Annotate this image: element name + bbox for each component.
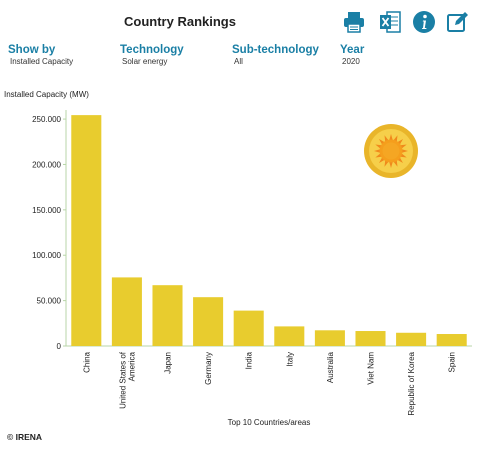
sun-icon	[364, 124, 418, 178]
bar-italy[interactable]	[274, 326, 305, 346]
x-tick-label: United States ofAmerica	[118, 351, 136, 409]
x-tick-label: Japan	[164, 352, 173, 374]
y-tick-label: 100.000	[32, 251, 61, 260]
edit-icon[interactable]	[446, 10, 470, 34]
x-tick-label: Australia	[326, 351, 335, 383]
x-tick-label: Italy	[285, 352, 294, 367]
year-value[interactable]: 2020	[342, 57, 360, 66]
y-tick-label: 150.000	[32, 206, 61, 215]
filters-bar: Show by Installed Capacity Technology So…	[0, 44, 480, 74]
bars-group	[71, 115, 467, 346]
sun-ray	[389, 134, 393, 141]
x-tick-label: Germany	[204, 352, 213, 385]
sun-ray	[374, 149, 381, 153]
sun-ray	[384, 160, 389, 167]
technology-label: Technology	[120, 44, 184, 56]
copyright-text: © IRENA	[7, 432, 43, 442]
bar-china[interactable]	[71, 115, 102, 346]
y-tick-label: 200.000	[32, 160, 61, 169]
y-tick-label: 0	[57, 342, 62, 351]
printer-icon[interactable]	[342, 10, 366, 34]
sub-technology-value[interactable]: All	[234, 57, 243, 66]
sun-ray	[400, 144, 407, 149]
sub-technology-label: Sub-technology	[232, 44, 319, 56]
page-title: Country Rankings	[124, 14, 236, 29]
x-tick-label: India	[245, 351, 254, 369]
sun-ray	[401, 149, 408, 153]
x-axis: China United States ofAmerica Japan Germany…	[82, 351, 456, 415]
year-label: Year	[340, 44, 365, 56]
x-tick-label: Spain	[448, 352, 457, 372]
x-tick-label: China	[82, 351, 91, 372]
excel-icon[interactable]	[378, 10, 402, 34]
show-by-filter[interactable]: Show by Installed Capacity	[8, 44, 73, 66]
sun-ray	[393, 135, 398, 142]
bar-chart: Installed Capacity (MW) 0 50.000 100.000 15…	[4, 90, 472, 427]
show-by-value[interactable]: Installed Capacity	[10, 57, 74, 66]
bar-japan[interactable]	[152, 285, 183, 346]
show-by-label: Show by	[8, 44, 56, 56]
bar-viet-nam[interactable]	[355, 331, 386, 346]
sun-ray	[375, 144, 382, 149]
sun-ray	[400, 153, 407, 158]
sun-ray	[389, 161, 393, 168]
bar-republic-of-korea[interactable]	[396, 332, 427, 346]
bar-spain[interactable]	[436, 334, 467, 346]
y-axis: 0 50.000 100.000 150.000 200.000 250.000	[32, 115, 66, 351]
toolbar	[340, 10, 470, 36]
x-tick-label: Republic of Korea	[407, 351, 416, 415]
technology-filter[interactable]: Technology Solar energy	[120, 44, 184, 66]
info-icon[interactable]	[412, 10, 436, 34]
bar-united-states-of-america[interactable]	[111, 277, 142, 346]
sun-ray	[375, 153, 382, 158]
y-tick-label: 250.000	[32, 115, 61, 124]
bar-australia[interactable]	[314, 330, 345, 346]
sun-ray	[393, 160, 398, 167]
year-filter[interactable]: Year 2020	[340, 44, 364, 66]
technology-value[interactable]: Solar energy	[122, 57, 168, 66]
y-tick-label: 50.000	[37, 297, 62, 306]
bar-india[interactable]	[233, 310, 264, 346]
bar-germany[interactable]	[193, 297, 224, 346]
y-axis-label: Installed Capacity (MW)	[4, 90, 89, 99]
sub-technology-filter[interactable]: Sub-technology All	[232, 44, 319, 66]
sun-ray	[384, 135, 389, 142]
x-axis-label: Top 10 Countries/areas	[228, 418, 311, 427]
x-tick-label: Viet Nam	[367, 352, 376, 385]
